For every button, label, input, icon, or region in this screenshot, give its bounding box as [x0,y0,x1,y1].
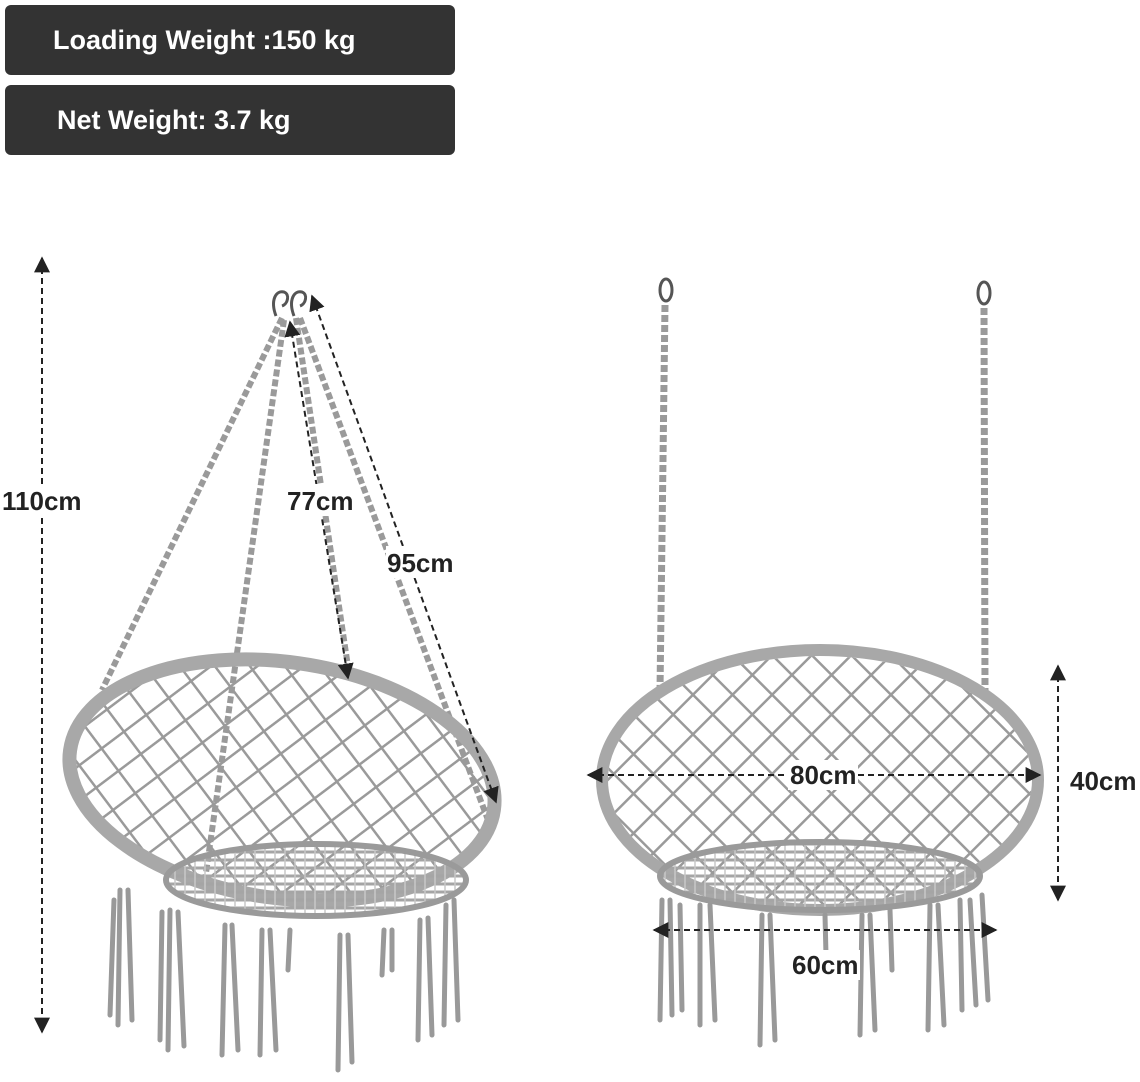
rope-outer-label: 95cm [387,548,454,578]
height-total-label: 110cm [2,486,82,516]
chair-front-view [596,277,1044,1048]
loading-weight-badge: Loading Weight :150 kg [5,5,455,75]
width-80-label: 80cm [790,760,857,790]
rope-inner-label: 77cm [287,486,354,516]
net-weight-badge: Net Weight: 3.7 kg [5,85,455,155]
ring-icon [658,277,992,306]
dimension-lines [34,256,1066,1034]
hanging-hook-icon [272,290,308,317]
chair-angled-view [62,290,502,1073]
seat-height-label: 40cm [1070,766,1137,796]
tassels [107,887,461,1073]
seat-width-label: 60cm [792,950,859,980]
